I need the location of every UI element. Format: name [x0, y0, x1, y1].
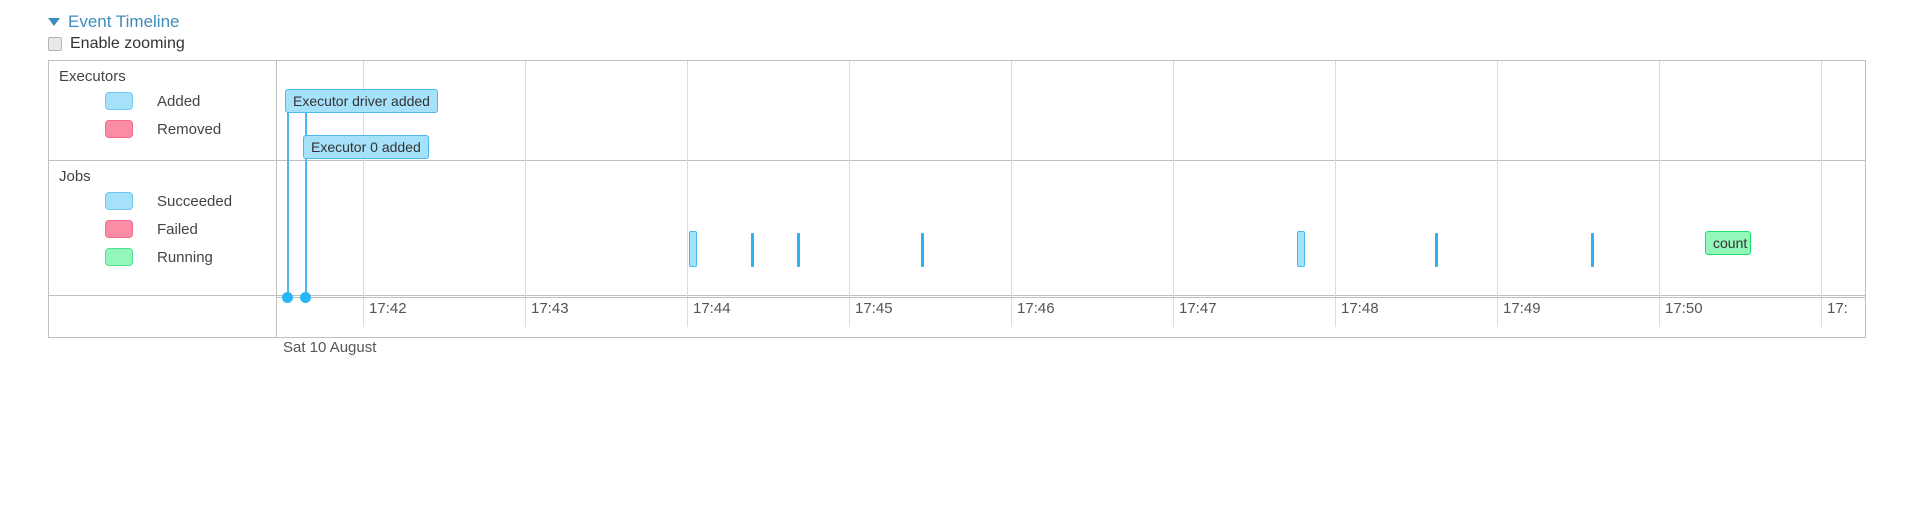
- legend-item-added: Added: [59, 90, 200, 112]
- axis-tick: [1497, 297, 1498, 327]
- legend-label-added: Added: [157, 92, 201, 110]
- event-marker-stem: [305, 113, 307, 297]
- axis-baseline: [49, 297, 1865, 298]
- executor-event-box[interactable]: Executor driver added: [285, 89, 438, 113]
- legend-item-succeeded: Succeeded: [59, 190, 232, 212]
- swatch-failed-icon: [105, 220, 133, 238]
- gridline: [687, 61, 688, 297]
- axis-tick-label: 17:43: [531, 300, 569, 317]
- event-timeline-toggle[interactable]: Event Timeline: [48, 12, 180, 32]
- swatch-removed-icon: [105, 120, 133, 138]
- gridline: [849, 61, 850, 297]
- gridline: [363, 61, 364, 297]
- axis-tick-label: 17:: [1827, 300, 1848, 317]
- axis-tick-label: 17:45: [855, 300, 893, 317]
- legend-item-removed: Removed: [59, 118, 221, 140]
- axis-tick: [363, 297, 364, 327]
- gridline: [525, 61, 526, 297]
- enable-zooming-label: Enable zooming: [70, 35, 185, 52]
- band-executors: [49, 61, 1865, 161]
- gridline: [1497, 61, 1498, 297]
- gridline: [1173, 61, 1174, 297]
- page-title: Event Timeline: [68, 12, 180, 31]
- swatch-running-icon: [105, 248, 133, 266]
- axis-tick-label: 17:46: [1017, 300, 1055, 317]
- axis-tick: [849, 297, 850, 327]
- axis-tick-label: 17:47: [1179, 300, 1217, 317]
- legend-label-running: Running: [157, 248, 213, 266]
- caret-down-icon: [48, 18, 60, 26]
- gridline: [1011, 61, 1012, 297]
- axis-tick: [1659, 297, 1660, 327]
- band-jobs: [49, 161, 1865, 296]
- gridline: [1821, 61, 1822, 297]
- gridline: [1335, 61, 1336, 297]
- legend-group-executors: Executors Added Removed: [49, 61, 276, 161]
- legend-label-failed: Failed: [157, 220, 198, 238]
- legend-group-jobs: Jobs Succeeded Failed Running: [49, 161, 276, 296]
- axis-tick-label: 17:42: [369, 300, 407, 317]
- legend-item-running: Running: [59, 246, 213, 268]
- enable-zooming-checkbox[interactable]: [48, 37, 62, 51]
- job-event-tick[interactable]: [1435, 233, 1438, 267]
- enable-zooming-row[interactable]: Enable zooming: [48, 35, 185, 53]
- job-event-box[interactable]: count: [1705, 231, 1751, 255]
- legend-label-succeeded: Succeeded: [157, 192, 233, 210]
- event-marker-dot[interactable]: [282, 292, 293, 303]
- axis-tick: [1335, 297, 1336, 327]
- axis-tick: [1821, 297, 1822, 327]
- executor-event-box[interactable]: Executor 0 added: [303, 135, 429, 159]
- job-event-tick[interactable]: [797, 233, 800, 267]
- legend-group-title-executors: Executors: [59, 68, 126, 85]
- event-marker-stem: [287, 113, 289, 297]
- axis-tick-label: 17:49: [1503, 300, 1541, 317]
- axis-tick: [525, 297, 526, 327]
- job-event-tick[interactable]: [921, 233, 924, 267]
- timeline-frame: Executors Added Removed Jobs Succeeded: [48, 60, 1866, 356]
- axis-tick-label: 17:50: [1665, 300, 1703, 317]
- axis-tick: [687, 297, 688, 327]
- axis-tick: [1011, 297, 1012, 327]
- swatch-added-icon: [105, 92, 133, 110]
- legend-column: Executors Added Removed Jobs Succeeded: [49, 61, 277, 337]
- legend-item-failed: Failed: [59, 218, 198, 240]
- job-event-tick[interactable]: [689, 231, 697, 267]
- legend-label-removed: Removed: [157, 120, 222, 138]
- swatch-succeeded-icon: [105, 192, 133, 210]
- job-event-tick[interactable]: [1297, 231, 1305, 267]
- axis-tick: [1173, 297, 1174, 327]
- event-marker-dot[interactable]: [300, 292, 311, 303]
- job-event-tick[interactable]: [751, 233, 754, 267]
- legend-group-title-jobs: Jobs: [59, 168, 91, 185]
- axis-date-label: Sat 10 August: [283, 339, 377, 356]
- axis-tick-label: 17:48: [1341, 300, 1379, 317]
- job-event-tick[interactable]: [1591, 233, 1594, 267]
- gridline: [1659, 61, 1660, 297]
- axis-tick-label: 17:44: [693, 300, 731, 317]
